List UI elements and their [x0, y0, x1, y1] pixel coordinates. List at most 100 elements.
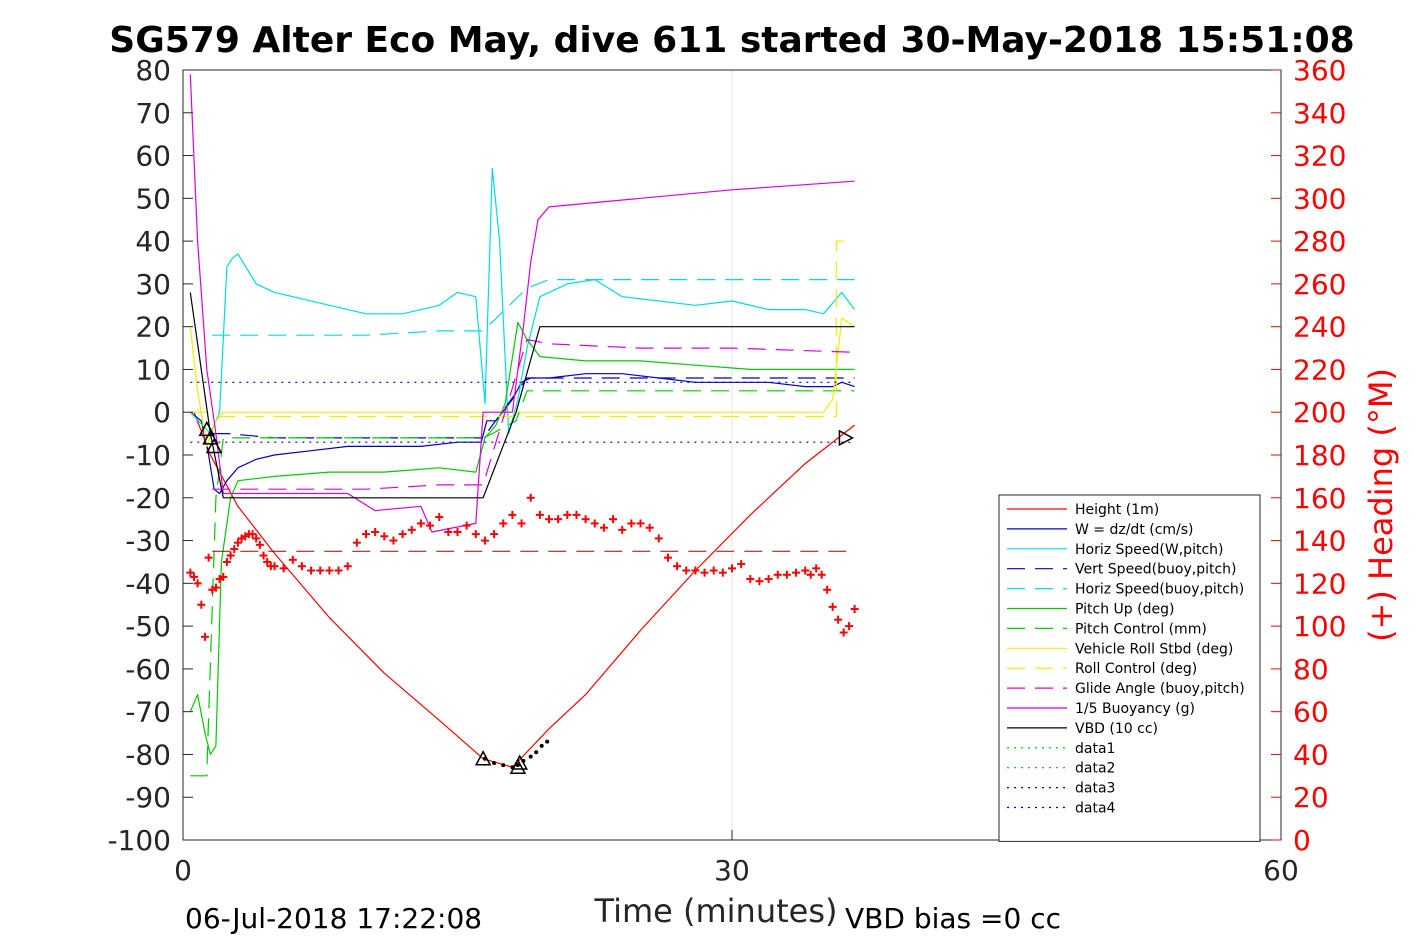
series-line-vert-speed-buoy-pitch: [212, 377, 855, 439]
left-tick-label-9: -10: [125, 439, 171, 472]
heading-point: [526, 493, 535, 502]
apogee-dot: [501, 763, 506, 768]
left-tick-label-6: 20: [135, 311, 171, 344]
heading-point: [200, 632, 209, 641]
left-tick-label-0: 80: [135, 54, 171, 87]
x-tick-label-0: 0: [174, 854, 192, 887]
left-tick-label-3: 50: [135, 182, 171, 215]
heading-layer: [186, 493, 859, 641]
left-tick-label-2: 60: [135, 140, 171, 173]
heading-point: [545, 515, 553, 524]
series-line-vbd-10-cc: [189, 292, 855, 499]
heading-point: [663, 553, 672, 562]
heading-point: [599, 523, 608, 532]
apogee-dot: [534, 750, 539, 755]
left-tick-label-5: 30: [135, 268, 171, 301]
triangle-marker: [205, 437, 223, 454]
heading-point: [453, 528, 462, 536]
heading-point: [222, 557, 231, 566]
heading-point: [307, 566, 316, 575]
heading-point: [471, 530, 480, 539]
heading-point: [259, 551, 268, 560]
footer-timestamp: 06-Jul-2018 17:22:08: [185, 902, 482, 935]
heading-point: [572, 510, 581, 519]
triangle-marker: [202, 429, 219, 445]
series-line-1-5-buoyancy-g: [189, 74, 855, 533]
heading-point: [334, 566, 343, 575]
heading-point: [636, 519, 645, 528]
heading-point: [654, 534, 663, 543]
apogee-dot: [492, 761, 497, 765]
heading-point: [233, 538, 242, 547]
chart-title: SG579 Alter Eco May, dive 611 started 30…: [109, 20, 1354, 61]
heading-point: [297, 562, 306, 571]
heading-point: [782, 570, 791, 579]
footer-vbd-bias: VBD bias =0 cc: [845, 902, 1061, 935]
triangle-marker: [198, 420, 216, 437]
heading-point: [535, 510, 544, 519]
heading-point: [279, 564, 288, 573]
right-tick-label-10: 160: [1293, 482, 1346, 515]
heading-point: [609, 515, 618, 524]
heading-point: [700, 568, 709, 577]
right-axis: 3603403203002802602402202001801601401201…: [1271, 54, 1346, 857]
series-line-glide-angle-buoy-pitch: [212, 338, 855, 490]
series-line-vehicle-roll-stbd-deg: [189, 317, 855, 447]
right-tick-label-11: 140: [1293, 525, 1346, 558]
legend-label-0: Height (1m): [1075, 502, 1159, 518]
right-tick-label-4: 280: [1293, 225, 1346, 258]
heading-point: [499, 519, 508, 528]
legend-label-14: data3: [1075, 781, 1115, 797]
heading-point: [325, 566, 334, 575]
series-line-pitch-up-deg: [189, 321, 855, 756]
right-tick-label-6: 240: [1293, 311, 1346, 344]
heading-point: [352, 538, 361, 547]
heading-point: [398, 530, 407, 539]
heading-point: [764, 575, 773, 584]
heading-point: [823, 585, 832, 594]
apogee-dot: [528, 754, 533, 759]
legend: Height (1m) W = dz/dt (cm/s) Horiz Speed(W…: [998, 494, 1261, 842]
heading-point: [435, 513, 444, 522]
right-tick-label-18: 0: [1293, 824, 1311, 857]
heading-point: [197, 600, 206, 609]
left-tick-label-10: -20: [125, 482, 171, 515]
left-tick-label-8: 0: [153, 396, 171, 429]
right-tick-label-5: 260: [1293, 268, 1346, 301]
heading-point: [806, 570, 815, 579]
heading-point: [755, 577, 764, 586]
series-line-roll-control-deg: [190, 240, 846, 418]
legend-label-12: data1: [1075, 741, 1115, 757]
heading-point: [691, 566, 700, 575]
legend-label-1: W = dz/dt (cm/s): [1075, 522, 1194, 538]
heading-point: [255, 540, 264, 549]
left-axis: 80 70 60 50 40 30 20 10 0 -10 -20 -30 -40 -50 -60 -70 -8…: [107, 54, 193, 857]
legend-label-2: Horiz Speed(W,pitch): [1075, 542, 1223, 558]
series-line-w-dz-dt-cm-s: [189, 373, 855, 495]
heading-point: [817, 570, 826, 579]
left-tick-label-7: 10: [135, 353, 171, 386]
heading-point: [792, 568, 801, 577]
heading-point: [812, 564, 821, 573]
right-tick-label-3: 300: [1293, 182, 1346, 215]
right-tick-label-0: 360: [1293, 54, 1346, 87]
left-tick-label-12: -40: [125, 567, 171, 600]
heading-point: [517, 519, 526, 528]
heading-point: [728, 564, 736, 573]
heading-point: [288, 555, 297, 564]
left-tick-label-15: -70: [125, 696, 171, 729]
heading-point: [618, 525, 627, 534]
heading-point: [845, 622, 854, 631]
x-axis-label: Time (minutes): [594, 892, 838, 930]
left-tick-label-18: -100: [107, 824, 171, 857]
left-tick-label-4: 40: [135, 225, 171, 258]
legend-label-11: VBD (10 cc): [1075, 721, 1158, 737]
heading-point: [490, 530, 499, 539]
heading-point: [508, 510, 517, 519]
marker-layer: [198, 420, 855, 775]
legend-label-7: Vehicle Roll Stbd (deg): [1075, 641, 1233, 657]
right-tick-label-8: 200: [1293, 396, 1346, 429]
left-tick-label-1: 70: [135, 97, 171, 130]
heading-point: [850, 605, 859, 613]
